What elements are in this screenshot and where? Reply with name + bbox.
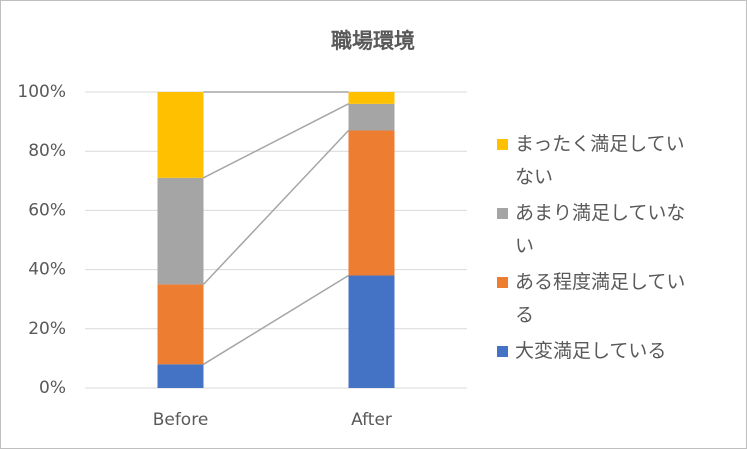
y-tick-label: 60%	[28, 200, 66, 220]
bar-segment	[348, 103, 395, 131]
bar-segment	[157, 177, 204, 285]
y-tick-label: 100%	[17, 82, 66, 102]
bar-segment	[348, 130, 395, 276]
bar-segment	[157, 364, 204, 388]
bar-segment	[348, 92, 395, 104]
legend-swatch	[497, 346, 508, 357]
y-tick-label: 0%	[39, 378, 66, 398]
legend-label: あまり満足していない	[515, 202, 686, 257]
y-tick-label: 20%	[28, 319, 66, 339]
legend-swatch	[497, 139, 508, 150]
legend-label: まったく満足していない	[515, 133, 685, 188]
bar-segment	[157, 284, 204, 365]
x-tick-label: Before	[153, 410, 209, 430]
bar-segment	[348, 275, 395, 388]
series-line	[203, 274, 349, 365]
legend-label: ある程度満足している	[515, 271, 686, 326]
legend-entry: 大変満足している	[497, 335, 697, 368]
series-line	[203, 103, 349, 179]
series-line	[202, 129, 350, 285]
legend-swatch	[497, 277, 508, 288]
legend-entry: ある程度満足している	[497, 266, 697, 332]
legend-entry: まったく満足していない	[497, 128, 697, 194]
bar-segment	[157, 92, 204, 178]
legend: まったく満足していない あまり満足していない ある程度満足している大変満足している	[497, 128, 697, 371]
legend-entry: あまり満足していない	[497, 197, 697, 263]
legend-swatch	[497, 208, 508, 219]
x-tick-label: After	[351, 410, 392, 430]
legend-label: 大変満足している	[515, 340, 667, 362]
chart-title: 職場環境	[331, 29, 415, 53]
y-tick-label: 40%	[28, 260, 66, 280]
y-tick-label: 80%	[28, 141, 66, 161]
